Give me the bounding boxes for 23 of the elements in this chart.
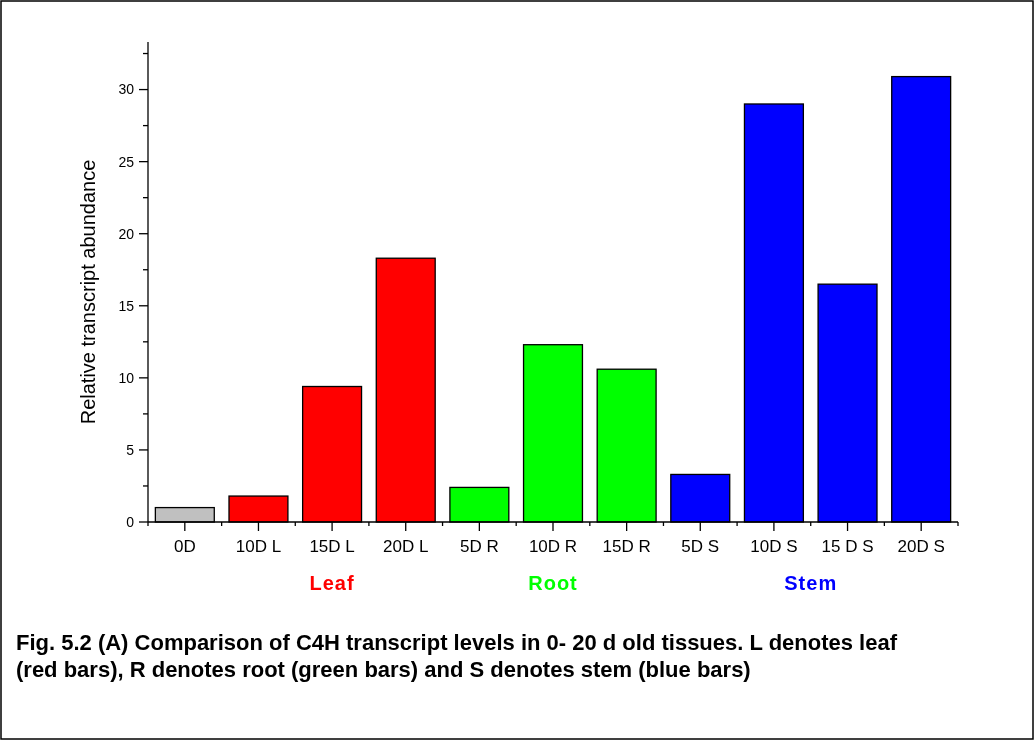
x-tick-label: 10D S	[750, 537, 798, 556]
x-tick-label: 15 D S	[821, 537, 874, 556]
x-tick-label: 15D L	[309, 537, 355, 556]
text: Root	[528, 572, 578, 594]
y-tick-label: 0	[126, 513, 135, 530]
x-tick-label: 5D R	[460, 537, 499, 556]
text: Stem	[784, 572, 838, 594]
x-tick-label: 20D L	[383, 537, 429, 556]
y-tick-label: 15	[118, 297, 135, 314]
caption: Fig. 5.2 (A) Comparison of C4H transcript levels in 0- 20 d old tissues. L denotes leaf (red bars), R denotes root (green bars) and S denotes stem (blue bars)	[16, 630, 898, 682]
x-tick-label: 10D L	[235, 537, 282, 556]
y-tick-label: 25	[118, 153, 135, 170]
x-tick-label: 10D R	[528, 537, 578, 556]
x-tick-label: 20D S	[897, 537, 945, 556]
x-tick-label: 0D	[173, 537, 196, 556]
y-tick-label: 30	[118, 81, 135, 98]
y-tick-label: 10	[118, 369, 135, 386]
x-tick-label: 5D S	[681, 537, 720, 556]
y-axis-title: Relative transcript abundance	[77, 159, 99, 425]
y-tick-label: 5	[126, 441, 135, 458]
text: Leaf	[309, 572, 355, 594]
y-tick-label: 20	[118, 225, 135, 242]
x-tick-label: 15D R	[602, 537, 651, 556]
